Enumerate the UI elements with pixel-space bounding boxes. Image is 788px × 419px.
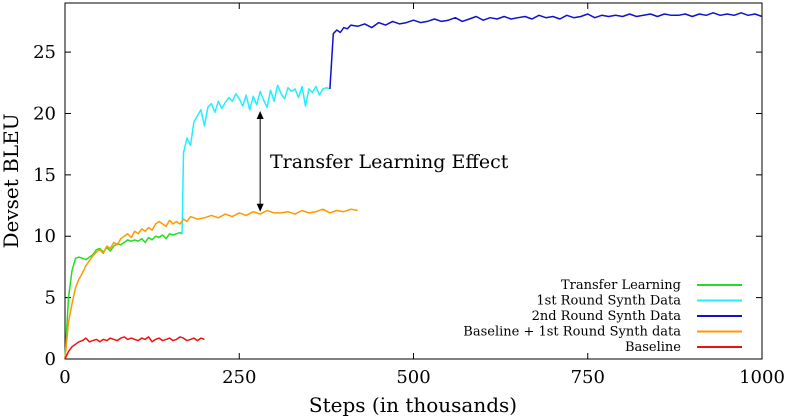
y-tick-label: 15	[33, 165, 56, 186]
y-tick-label: 10	[33, 226, 56, 247]
y-tick-label: 0	[45, 349, 56, 370]
annotation-arrowhead-bottom	[256, 203, 264, 212]
y-axis: 0 5 10 15 20 25	[33, 42, 762, 370]
y-tick-label: 20	[33, 103, 56, 124]
x-tick-label: 250	[222, 367, 256, 388]
legend-label: Baseline + 1st Round Synth data	[463, 325, 681, 340]
y-tick-label: 25	[33, 42, 56, 63]
series-line-4	[64, 336, 205, 360]
series-line-3	[64, 208, 358, 360]
series-line-2	[329, 12, 763, 89]
annotation-text: Transfer Learning Effect	[270, 151, 509, 173]
x-axis: 0 250 500 750 1000	[59, 3, 785, 388]
x-tick-label: 0	[59, 367, 70, 388]
annotation-arrowhead-top	[256, 111, 264, 120]
y-axis-title: Devset BLEU	[0, 113, 23, 248]
series-line-0	[64, 231, 183, 360]
x-tick-label: 1000	[739, 367, 785, 388]
legend-label: Transfer Learning	[561, 278, 681, 293]
legend-label: 1st Round Synth Data	[536, 294, 681, 309]
series-line-1	[181, 84, 331, 234]
legend-label: Baseline	[625, 340, 681, 355]
legend-label: 2nd Round Synth Data	[532, 309, 682, 324]
x-axis-title: Steps (in thousands)	[309, 393, 517, 417]
x-tick-label: 500	[396, 367, 430, 388]
series-layer	[64, 12, 763, 360]
y-tick-label: 5	[45, 288, 56, 309]
x-tick-label: 750	[571, 367, 605, 388]
annotation: Transfer Learning Effect	[256, 111, 509, 212]
